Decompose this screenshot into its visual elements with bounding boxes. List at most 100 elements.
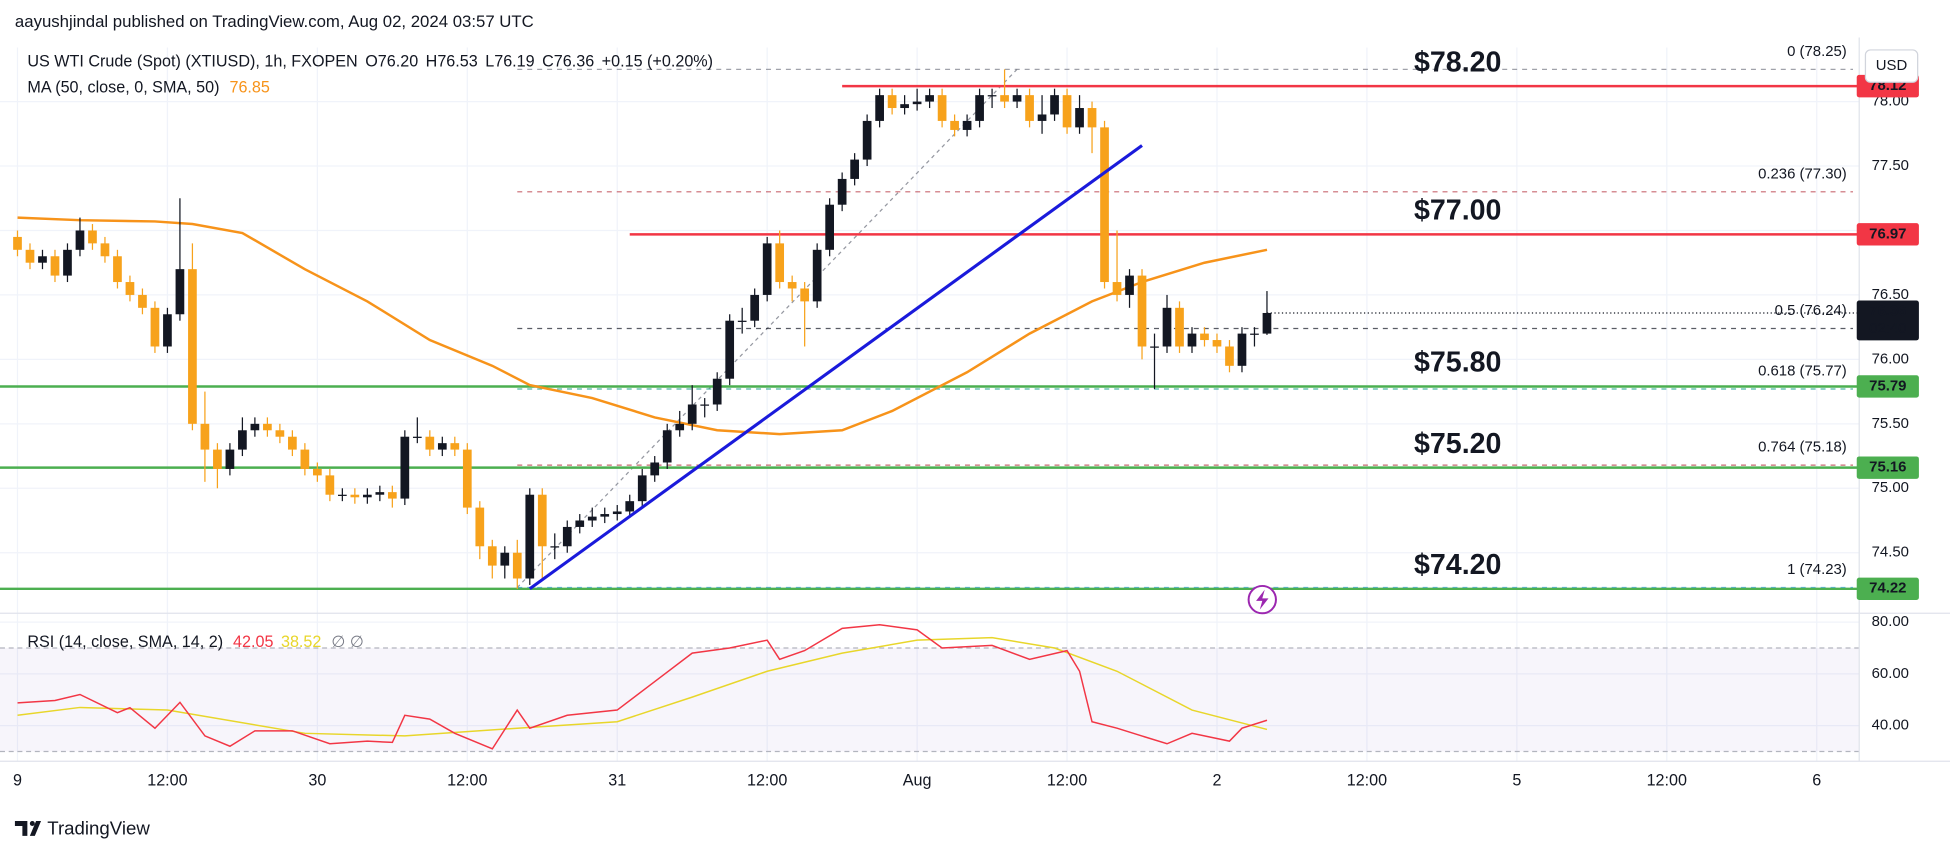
candle-body [587, 516, 597, 521]
y-tick-label: 76.50 [1872, 286, 1909, 303]
candle-body [188, 269, 197, 424]
candle-body [338, 494, 347, 496]
candle-body [1012, 95, 1022, 102]
ohlc: H76.53 [426, 53, 478, 71]
candle-body [525, 494, 535, 579]
candle-body [288, 436, 297, 450]
rsi-sma-value: 38.52 [281, 633, 321, 651]
candle-body [313, 468, 322, 476]
candle-body [950, 120, 959, 130]
level-text: $75.20 [1414, 428, 1501, 460]
candle-body [725, 320, 735, 379]
candle-body [25, 249, 35, 263]
fib-label: 0.236 (77.30) [1758, 165, 1847, 182]
candle-body [450, 443, 460, 450]
fib-label: 0.764 (75.18) [1758, 439, 1847, 456]
candle-body [350, 494, 360, 498]
candle-body [962, 120, 972, 130]
candle-body [63, 249, 72, 276]
x-tick-label: 30 [308, 771, 326, 789]
alert-bolt[interactable] [1256, 589, 1269, 610]
title: US WTI Crude (Spot) (XTIUSD), 1h, FXOPEN [27, 53, 357, 71]
header: aayushjindal published on TradingView.co… [15, 12, 534, 31]
currency[interactable]: USD [1876, 57, 1908, 74]
candle-body [762, 243, 772, 295]
candle-body [75, 230, 85, 250]
candle-body [850, 159, 859, 179]
x-tick-label: 12:00 [1347, 771, 1387, 789]
candle-body [812, 249, 822, 302]
candle-body [1125, 275, 1134, 295]
candle-body [737, 320, 747, 322]
level-box-label: 76.97 [1869, 225, 1906, 242]
candle-body [987, 95, 997, 97]
y-tick-label: 76.00 [1872, 350, 1909, 367]
candle-body [387, 492, 397, 499]
candle-body [1087, 108, 1097, 128]
candle-body [437, 443, 447, 450]
level-text: $75.80 [1414, 347, 1501, 379]
candle-body [1225, 346, 1234, 366]
candle-body [1212, 340, 1222, 347]
level-box [1856, 577, 1919, 601]
candle-body [213, 449, 222, 469]
candle-body [275, 430, 285, 437]
level-box-label: 74.22 [1869, 580, 1906, 597]
candle-body [1175, 307, 1184, 347]
candle-body [600, 514, 610, 517]
ma-value: 76.85 [229, 79, 269, 97]
candle-body [650, 462, 660, 476]
rsi-extra: ∅ ∅ [331, 633, 364, 651]
candle-body [225, 449, 235, 469]
rsi-name: RSI (14, close, SMA, 14, 2) [27, 633, 223, 651]
ma-name: MA (50, close, 0, SMA, 50) [27, 79, 219, 97]
candle-body [1250, 333, 1259, 335]
ohlc: O76.20 [365, 53, 418, 71]
candle-body [1112, 282, 1122, 295]
candle-body [862, 120, 872, 160]
rsi-value: 42.05 [233, 633, 273, 651]
x-tick-label: 12:00 [447, 771, 487, 789]
candle-body [138, 294, 147, 308]
candle-body [1062, 95, 1072, 128]
candle-body [375, 492, 385, 495]
currency-box[interactable] [1864, 49, 1919, 83]
rsi-tick-label: 60.00 [1872, 665, 1909, 682]
rsi-legend: RSI (14, close, SMA, 14, 2) 42.05 38.52 ∅ ∅ [27, 633, 364, 651]
level-text: $78.20 [1414, 46, 1501, 78]
candle-body [250, 423, 260, 431]
ma-line [17, 216, 1268, 436]
x-tick-label: 12:00 [747, 771, 787, 789]
candle-body [113, 256, 122, 283]
candle-body [1262, 312, 1272, 334]
x-tick-label: 12:00 [1647, 771, 1687, 789]
candle-body [787, 282, 797, 289]
candle-body [512, 552, 522, 579]
change: +0.15 (+0.20%) [602, 53, 713, 71]
x-tick-label: 5 [1512, 771, 1521, 789]
level-box-label: 75.79 [1869, 377, 1906, 394]
candle-body [1050, 95, 1059, 115]
level-box [1856, 375, 1919, 398]
candle-body [750, 294, 760, 321]
countdown: 02:40 [1869, 320, 1906, 337]
ohlc: C76.36 [542, 53, 594, 71]
candle-body [975, 95, 984, 121]
candle-body [1150, 346, 1159, 348]
rsi-tick-label: 80.00 [1872, 613, 1909, 630]
rsi-tick-label: 40.00 [1872, 717, 1909, 734]
last-price: 76.36 [1869, 303, 1906, 320]
candle-body [937, 95, 947, 121]
x-tick-label: 31 [608, 771, 626, 789]
candle-body [175, 269, 185, 315]
alert-icon[interactable] [1247, 584, 1277, 615]
candle-body [38, 256, 47, 263]
fib-label: 0 (78.25) [1787, 43, 1847, 60]
level-text: $74.20 [1414, 549, 1501, 581]
candle-body [712, 378, 722, 405]
candle-body [1100, 127, 1109, 283]
candle-body [637, 475, 647, 502]
candle-body [1000, 95, 1009, 102]
